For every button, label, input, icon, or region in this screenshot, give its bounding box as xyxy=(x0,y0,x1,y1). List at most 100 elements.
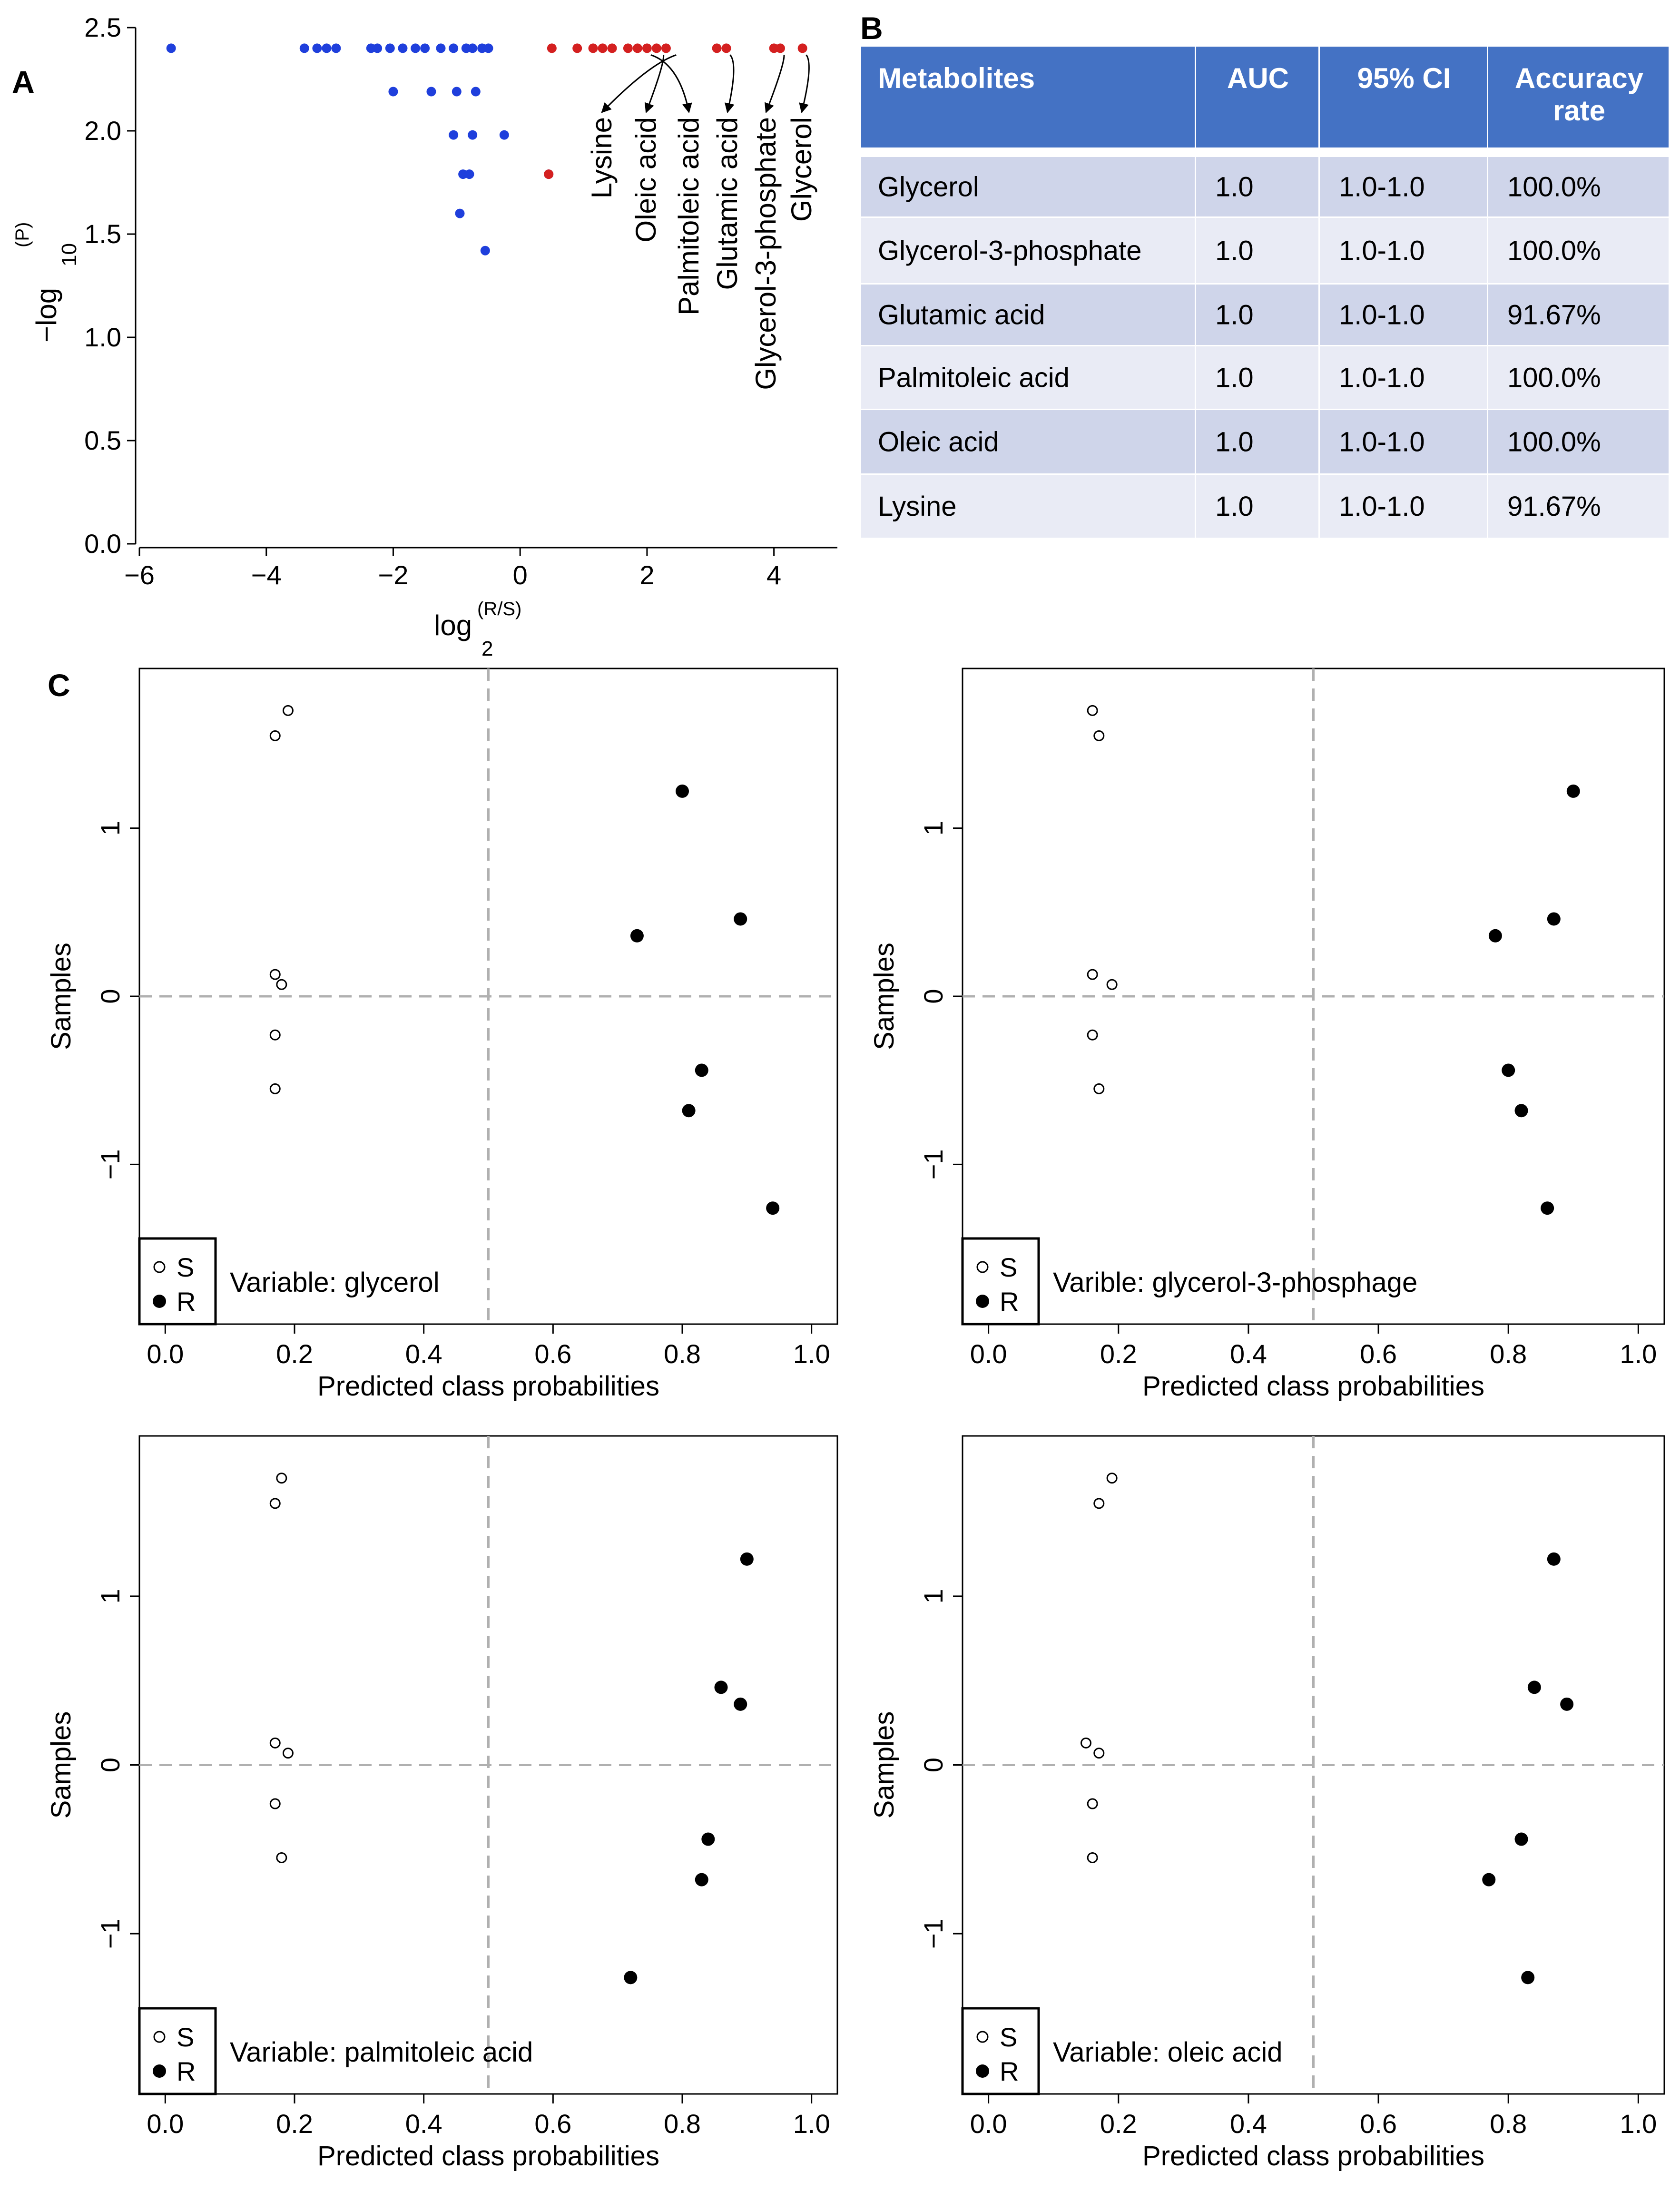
annotation-arrow xyxy=(765,55,785,113)
r-sample-point xyxy=(1502,1063,1515,1077)
y-tick-label: 0 xyxy=(95,989,125,1003)
r-sample-point xyxy=(695,1063,708,1077)
r-sample-point xyxy=(1514,1104,1528,1118)
x-tick-label: 0.2 xyxy=(276,1339,313,1369)
down-point xyxy=(480,246,490,255)
table-cell-text: 1.0 xyxy=(1215,491,1254,522)
r-sample-point xyxy=(766,1201,780,1215)
y-tick-label: 1 xyxy=(95,821,125,835)
table-cell-text: Glycerol xyxy=(878,172,979,203)
x-tick-label: 0.8 xyxy=(664,1339,701,1369)
up-point xyxy=(661,43,671,53)
table-cell xyxy=(1320,157,1487,216)
down-point xyxy=(426,87,436,97)
down-point xyxy=(455,208,465,218)
y-tick-label: 1 xyxy=(918,1589,948,1603)
up-point xyxy=(775,43,785,53)
y-tick-label: 0.0 xyxy=(84,529,121,559)
down-point xyxy=(471,87,481,97)
legend-s-marker xyxy=(976,1261,989,1273)
up-point xyxy=(797,43,807,53)
annotation-label: Glutamic acid xyxy=(711,117,743,290)
down-point xyxy=(436,43,446,53)
table-header-cell xyxy=(861,47,1195,147)
x-tick-label: −6 xyxy=(124,560,155,590)
y-tick-label: 0 xyxy=(95,1758,125,1772)
r-sample-point xyxy=(701,1832,715,1846)
legend-box xyxy=(138,2007,217,2095)
volcano-plot: −6 −4 −2 0 2 4 0.0 0.5 1.0 1.5 2.0 2.5 log 2 (R/S) −log… xyxy=(12,12,837,660)
legend-s-marker xyxy=(153,1261,166,1273)
table-cell xyxy=(861,475,1195,538)
r-sample-point xyxy=(1547,912,1561,926)
table-header-text: 95% CI xyxy=(1357,62,1451,94)
table-cell xyxy=(1488,410,1669,473)
s-sample-point xyxy=(1093,1748,1105,1759)
table-cell xyxy=(1196,218,1318,283)
legend-s-label: S xyxy=(1000,1252,1017,1282)
r-sample-point xyxy=(695,1873,708,1887)
legend-box xyxy=(961,1237,1040,1326)
table-cell-text: 1.0 xyxy=(1215,236,1254,266)
s-sample-point xyxy=(1106,979,1118,990)
table-cell xyxy=(1488,285,1669,345)
x-axis-label: Predicted class probabilities xyxy=(1142,1371,1484,1402)
legend-box xyxy=(961,2007,1040,2095)
x-tick-label: 1.0 xyxy=(793,1339,830,1369)
r-sample-point xyxy=(676,784,689,798)
legend-r-marker xyxy=(976,1295,989,1308)
down-point xyxy=(373,43,383,53)
down-point xyxy=(420,43,430,53)
table-cell xyxy=(1488,157,1669,216)
x-tick-label: 2 xyxy=(639,560,654,590)
down-point xyxy=(468,43,478,53)
table-cell-text: 1.0 xyxy=(1215,427,1254,458)
down-point xyxy=(468,130,478,140)
y-axis-label: Samples xyxy=(869,943,900,1050)
x-axis-label: log xyxy=(434,609,472,641)
table-cell-text: Glycerol-3-phosphate xyxy=(878,236,1142,266)
s-sample-point xyxy=(282,1748,294,1759)
y-tick-label: 2.5 xyxy=(84,12,121,42)
probability-plot: 0.0 0.2 0.4 0.6 0.8 1.0 −1 0 1 Predicted class pr… xyxy=(46,1435,838,2172)
table-cell-text: 1.0-1.0 xyxy=(1339,300,1425,331)
legend-r-label: R xyxy=(177,2056,196,2086)
x-tick-label: 0.2 xyxy=(276,2109,313,2139)
s-sample-point xyxy=(269,969,281,980)
down-point xyxy=(483,43,493,53)
x-tick-label: 0.6 xyxy=(1360,2109,1397,2139)
variable-label: Variable: oleic acid xyxy=(1053,2037,1283,2068)
y-tick-label: 0 xyxy=(918,989,948,1003)
table-cell xyxy=(1196,346,1318,409)
table-cell-text: 1.0-1.0 xyxy=(1339,172,1425,203)
s-sample-point xyxy=(1093,1498,1105,1509)
down-point xyxy=(388,87,398,97)
down-point xyxy=(452,87,462,97)
annotation-arrow xyxy=(724,54,735,114)
y-axis-label: −log xyxy=(30,288,62,343)
table-cell-text: 1.0-1.0 xyxy=(1339,363,1425,393)
table-cell xyxy=(861,410,1195,473)
s-sample-point xyxy=(1087,1798,1098,1809)
table-cell-text: 100.0% xyxy=(1507,427,1601,458)
table-cell-text: Glutamic acid xyxy=(878,300,1045,331)
annotation-label: Palmitoleic acid xyxy=(673,117,705,315)
r-sample-point xyxy=(1482,1873,1496,1887)
x-tick-label: 0 xyxy=(513,560,528,590)
table-header-cell xyxy=(1320,47,1487,147)
x-axis-label: Predicted class probabilities xyxy=(1142,2141,1484,2172)
y-tick-label: 0 xyxy=(918,1758,948,1772)
x-tick-label: 1.0 xyxy=(1620,1339,1657,1369)
variable-label: Varible: glycerol-3-phosphage xyxy=(1053,1267,1417,1298)
table-cell-text: 1.0 xyxy=(1215,172,1254,203)
down-point xyxy=(331,43,341,53)
y-axis-label: Samples xyxy=(869,1711,900,1819)
down-point xyxy=(449,43,459,53)
s-sample-point xyxy=(269,1798,281,1809)
legend-s-marker xyxy=(976,2031,989,2043)
x-tick-label: 1.0 xyxy=(1620,2109,1657,2139)
x-tick-label: 0.4 xyxy=(1230,1339,1267,1369)
table-cell xyxy=(861,285,1195,345)
r-sample-point xyxy=(1541,1201,1554,1215)
s-sample-point xyxy=(269,1029,281,1041)
